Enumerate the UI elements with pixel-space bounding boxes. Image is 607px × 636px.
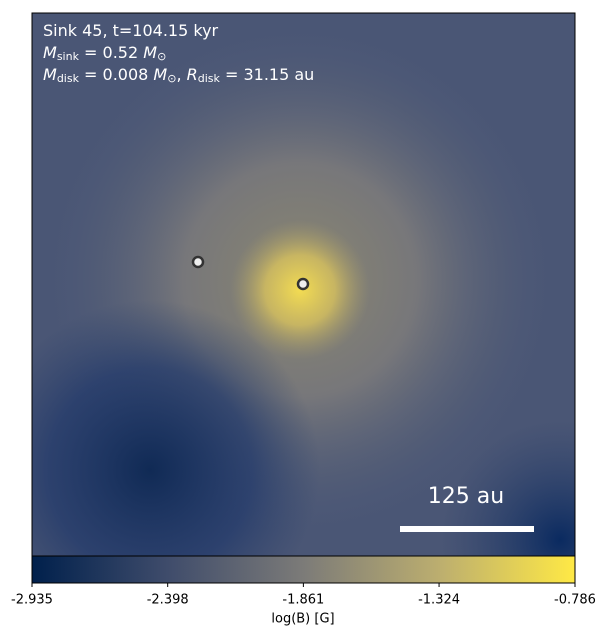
tick-label: -1.324 [418,593,460,608]
annotation-part: M [43,65,57,84]
annotation-part: , [176,65,186,84]
annotation-part: sink [57,50,80,63]
sink [191,255,205,269]
annotation-part: ⊙ [157,50,166,63]
tick-label: -2.398 [147,593,189,608]
annotation-part: = 0.008 [79,65,153,84]
annotation-part: M [153,65,167,84]
tick-label: -1.861 [282,593,324,608]
annotation-part: M [143,43,157,62]
sink [296,277,310,291]
scale-bar-label: 125 au [428,484,504,509]
tick-label: -0.786 [554,593,596,608]
annotation-part: R [187,65,198,84]
colorbar-label: log(B) [G] [271,612,334,627]
annotation: Msink = 0.52 M⊙ [43,43,166,64]
annotation: Mdisk = 0.008 M⊙, Rdisk = 31.15 au [43,65,314,86]
annotation-part: = 0.52 [79,43,143,62]
tick-label: -2.935 [11,593,53,608]
annotation-part: disk [198,72,221,85]
annotation-part: disk [57,72,80,85]
annotation-part: M [43,43,57,62]
annotation-part: ⊙ [167,72,176,85]
colorbar [31,555,576,584]
annotation-part: = 31.15 au [220,65,314,84]
annotation: Sink 45, t=104.15 kyr [43,21,219,40]
annotation-part: Sink 45, t=104.15 kyr [43,21,219,40]
